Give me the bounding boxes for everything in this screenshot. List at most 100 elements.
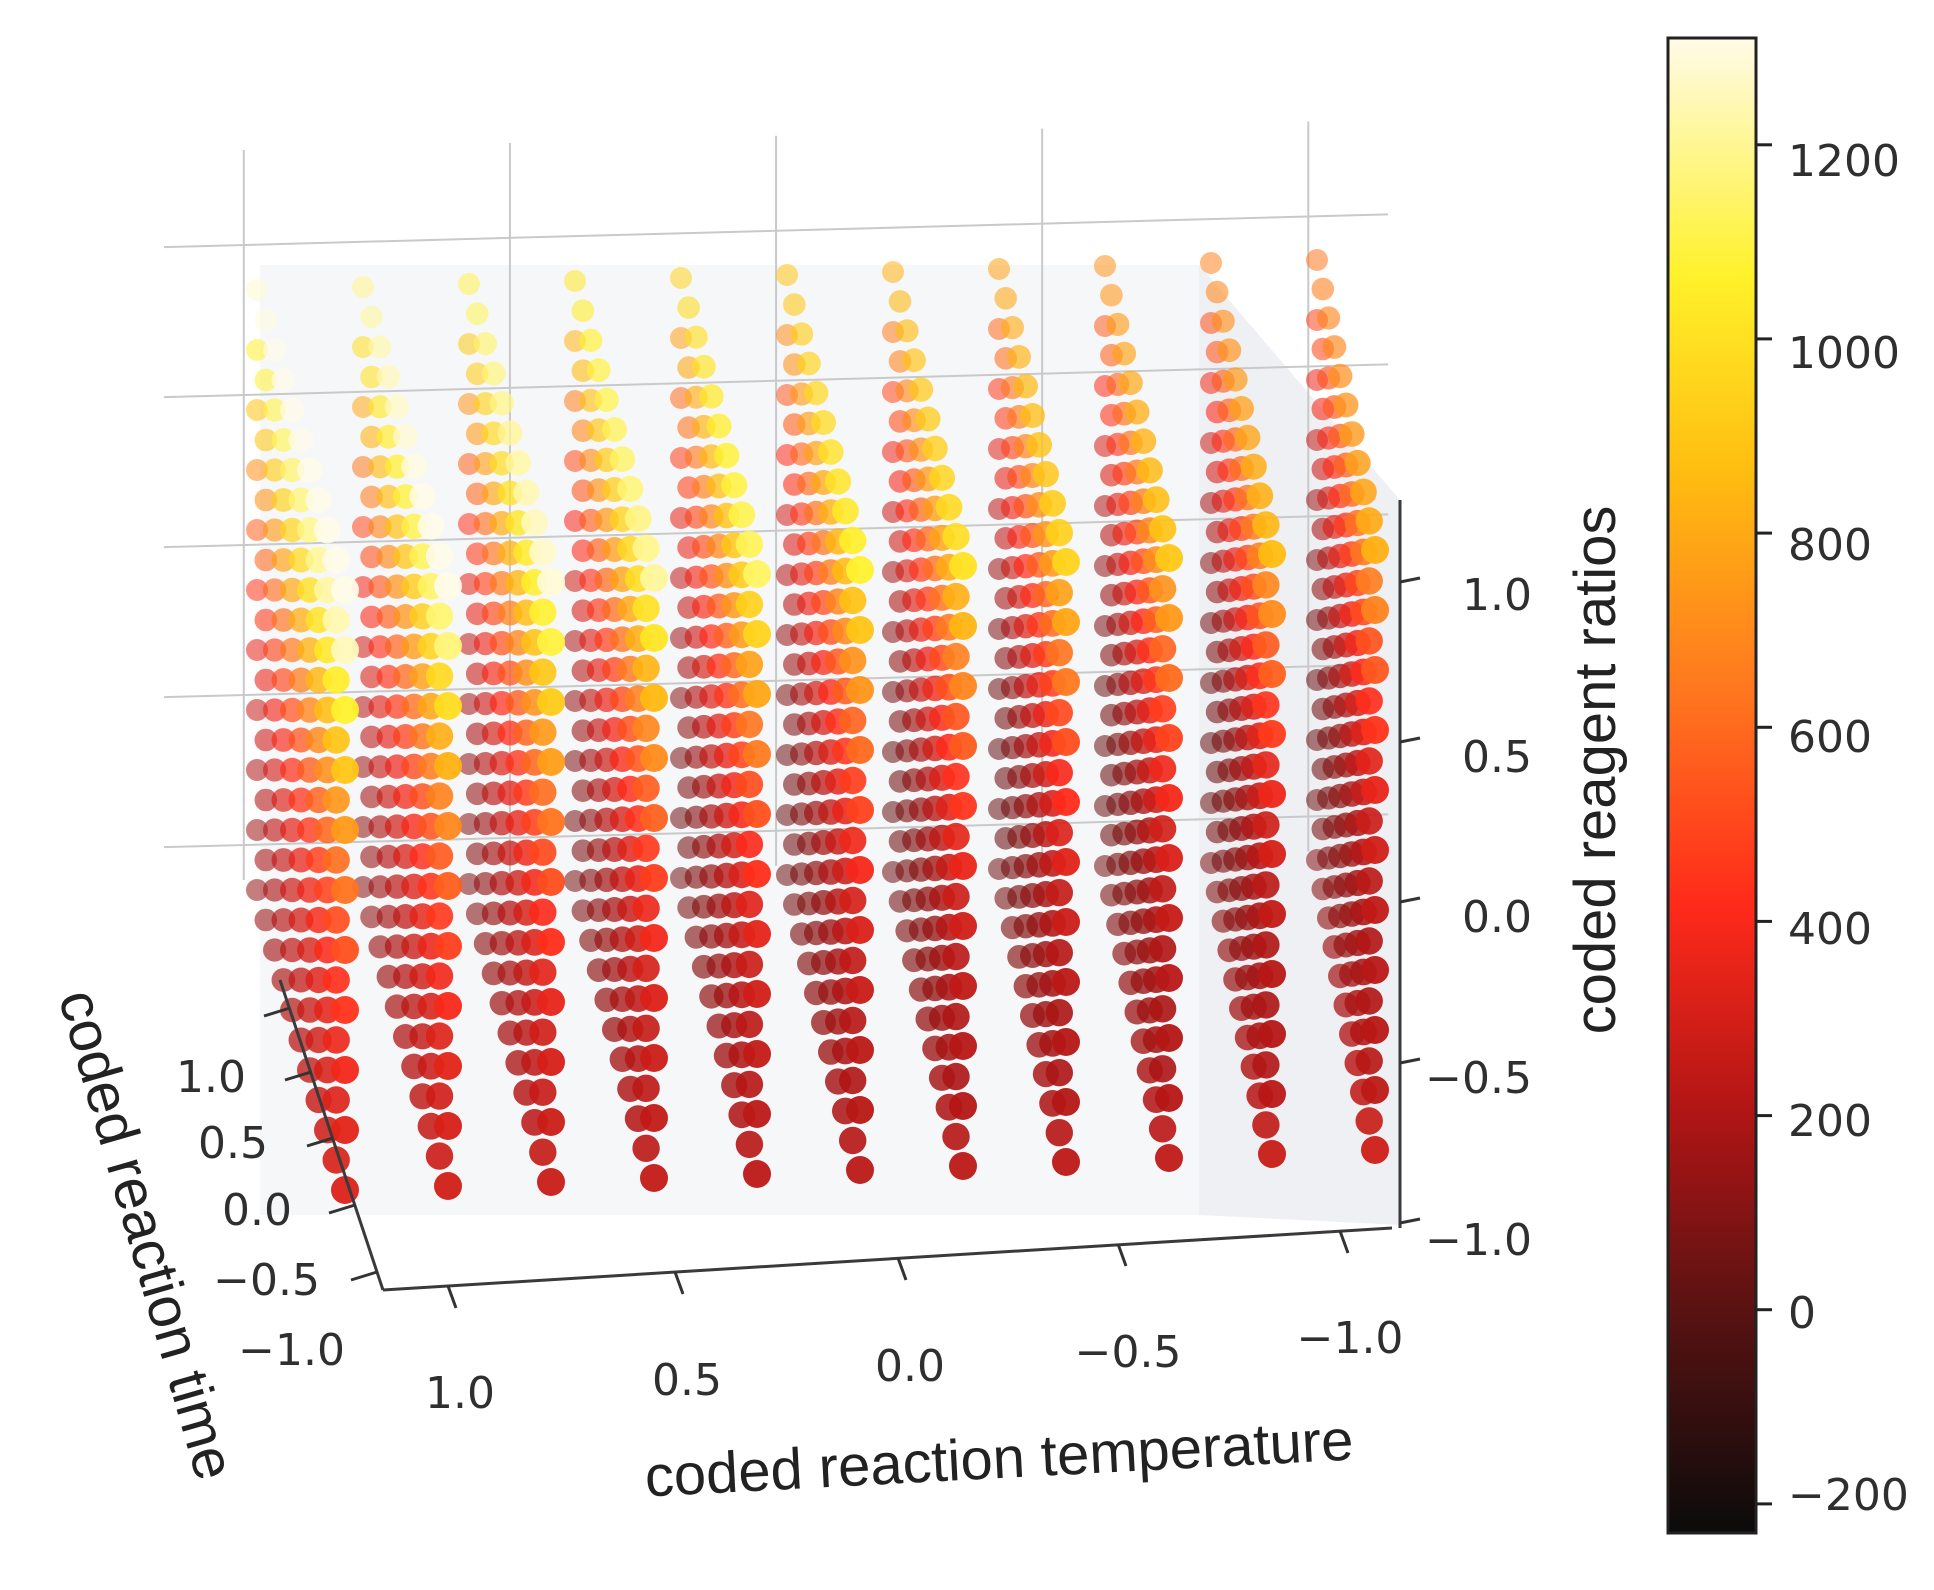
data-point [640, 1104, 668, 1132]
gridline [163, 363, 1389, 399]
data-point [537, 868, 565, 896]
data-point [1258, 960, 1286, 988]
data-point [1045, 939, 1074, 967]
data-point [434, 692, 462, 720]
data-point [888, 290, 912, 313]
y-tick-mark [306, 1136, 334, 1148]
data-point [902, 348, 926, 373]
x-tick-mark [446, 1285, 458, 1309]
data-point [1361, 656, 1389, 684]
data-point [263, 818, 287, 842]
data-point [246, 579, 268, 601]
data-point [846, 976, 874, 1004]
data-point [246, 879, 268, 901]
data-point [735, 1010, 764, 1039]
data-point [1000, 316, 1024, 340]
data-point [735, 830, 764, 859]
data-point [743, 740, 771, 768]
data-point [368, 755, 392, 779]
data-point [465, 482, 489, 506]
data-point [1045, 1059, 1074, 1087]
data-point [624, 505, 652, 532]
data-point [1148, 815, 1177, 843]
data-point [735, 650, 764, 679]
data-point [246, 819, 268, 841]
data-point [1045, 819, 1074, 847]
data-point [537, 808, 565, 836]
data-point [949, 912, 977, 940]
data-point [839, 886, 867, 915]
data-point [458, 633, 480, 655]
data-point [434, 992, 462, 1020]
data-point [743, 920, 771, 948]
data-point [434, 872, 462, 900]
data-point [632, 1134, 660, 1163]
data-point [942, 1062, 970, 1091]
data-point [949, 732, 977, 760]
data-point [1333, 392, 1359, 418]
data-point [331, 876, 359, 904]
data-point [537, 1168, 565, 1196]
data-point [254, 848, 278, 872]
data-point [846, 556, 874, 584]
data-point [640, 864, 668, 892]
data-point [1252, 811, 1280, 839]
data-point [640, 1044, 668, 1072]
data-point [1258, 540, 1286, 568]
data-point [1217, 338, 1242, 363]
data-point [263, 758, 287, 782]
data-point [263, 938, 287, 962]
data-point [1045, 759, 1074, 787]
data-point [1240, 453, 1267, 480]
data-point [1344, 449, 1371, 477]
data-point [331, 1056, 359, 1084]
data-point [1355, 987, 1383, 1015]
data-point [942, 702, 970, 731]
data-point [640, 624, 668, 652]
data-point [1155, 604, 1183, 632]
colorbar-tick-label: 1000 [1788, 328, 1900, 379]
data-point [434, 932, 462, 960]
data-point [783, 293, 806, 316]
data-point [1252, 1111, 1280, 1139]
data-point [1246, 482, 1274, 510]
colorbar-tick-label: 800 [1788, 520, 1872, 571]
data-point [942, 882, 970, 911]
data-point [988, 258, 1010, 280]
data-point [1155, 724, 1183, 752]
data-point [1039, 490, 1066, 517]
data-point [537, 1048, 565, 1076]
data-point [280, 517, 305, 543]
data-point [684, 325, 708, 349]
data-point [735, 890, 764, 919]
data-point [529, 718, 557, 746]
data-point [465, 662, 489, 686]
z-tick-mark [1399, 1057, 1421, 1065]
data-point [465, 722, 489, 746]
data-point [322, 1026, 350, 1054]
data-point [246, 699, 268, 721]
data-point [360, 905, 383, 929]
data-point [1361, 836, 1389, 864]
y-axis-line [278, 979, 385, 1291]
data-point [246, 279, 268, 301]
data-point [254, 608, 278, 632]
data-point [1306, 249, 1328, 271]
data-point [280, 937, 305, 963]
data-point [368, 635, 392, 659]
data-point [1118, 370, 1143, 395]
data-point [804, 380, 829, 406]
data-point [1155, 664, 1183, 692]
data-point [271, 428, 296, 452]
x-tick-mark [673, 1271, 685, 1295]
data-point [360, 545, 383, 569]
data-point [1252, 571, 1280, 599]
data-point [1052, 908, 1080, 936]
data-point [632, 534, 660, 562]
data-point [564, 270, 586, 292]
x-tick-label: 0.0 [875, 1341, 945, 1392]
colorbar-tick-label: 200 [1788, 1096, 1872, 1147]
data-point [1052, 848, 1080, 876]
data-point [1355, 807, 1383, 835]
data-point [331, 756, 359, 784]
